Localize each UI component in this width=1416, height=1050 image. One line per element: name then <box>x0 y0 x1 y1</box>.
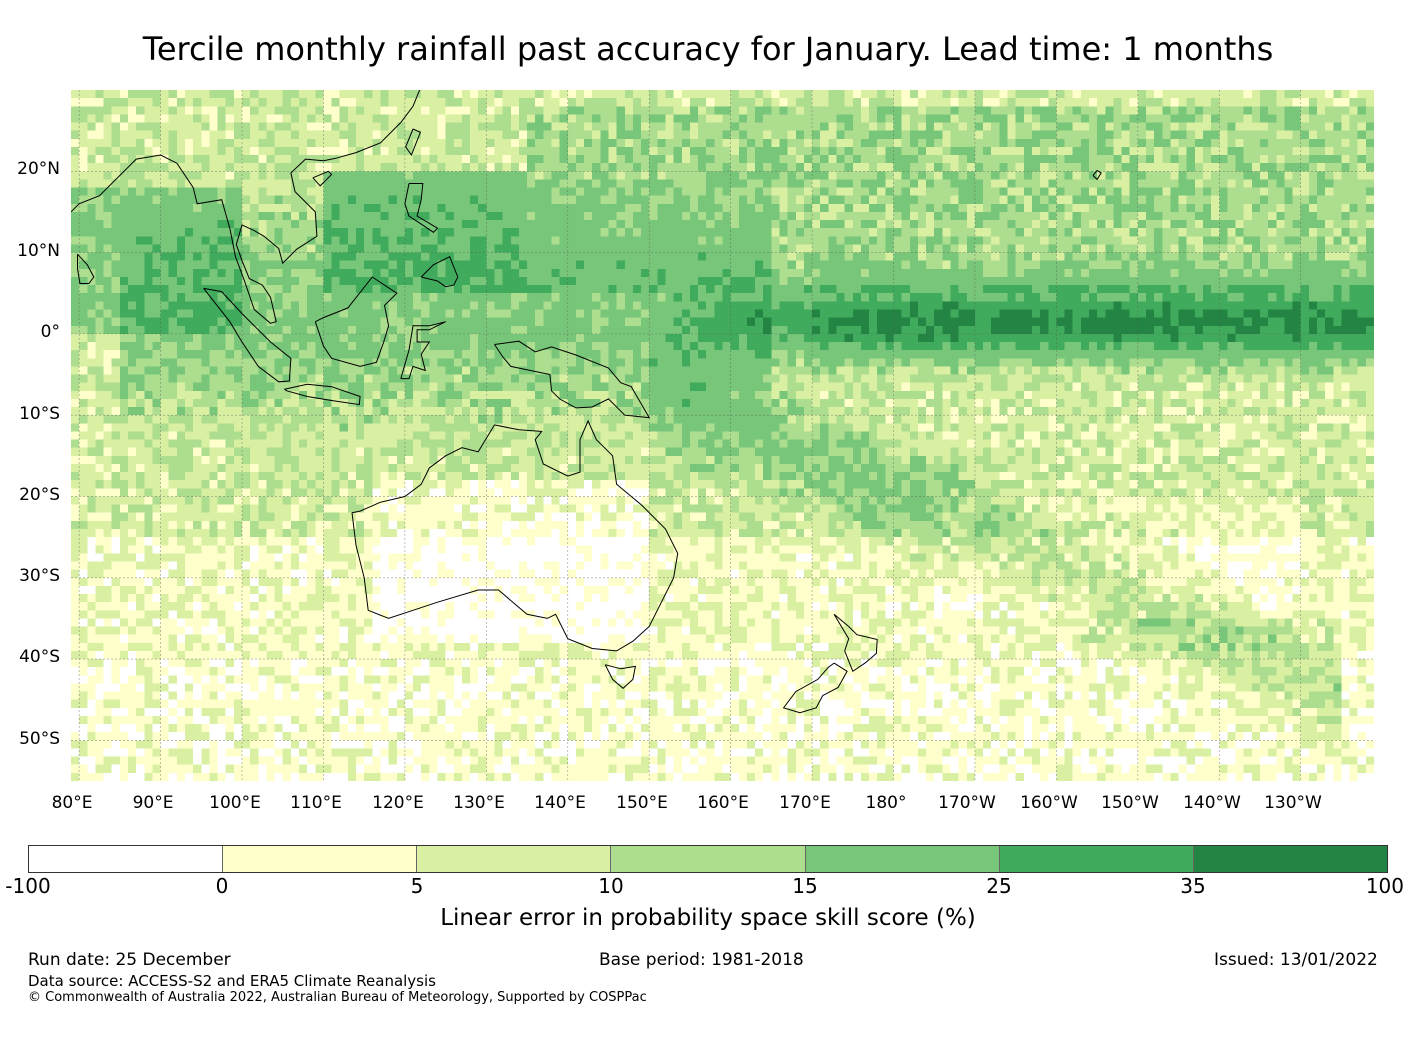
colorbar-tick: 0 <box>215 874 229 898</box>
lon-label-180: 180° <box>865 793 907 813</box>
lon-label-130e: 130°E <box>453 793 505 813</box>
colorbar-segment-1 <box>29 846 224 872</box>
coastline <box>405 128 422 157</box>
data-source: Data source: ACCESS-S2 and ERA5 Climate … <box>28 972 436 990</box>
skill-grid <box>71 90 1374 781</box>
coastline <box>404 183 439 233</box>
lat-label-20n: 20°N <box>17 159 60 179</box>
run-date: Run date: 25 December <box>28 950 231 970</box>
coastline <box>284 383 361 406</box>
coastline <box>71 90 421 324</box>
coastline <box>782 662 848 714</box>
colorbar-segment-7 <box>1193 846 1387 872</box>
coastline <box>400 321 446 380</box>
coastline <box>604 664 637 689</box>
colorbar-tick: 5 <box>410 874 424 898</box>
lon-label-80e: 80°E <box>51 793 93 813</box>
lon-label-90e: 90°E <box>132 793 174 813</box>
lon-label-140w: 140°W <box>1183 793 1241 813</box>
lat-label-0: 0° <box>40 322 60 342</box>
colorbar <box>28 845 1388 873</box>
colorbar-segment-5 <box>805 846 1000 872</box>
coastline <box>312 170 333 187</box>
copyright: © Commonwealth of Australia 2022, Austra… <box>28 990 647 1005</box>
lat-label-10s: 10°S <box>19 404 60 424</box>
colorbar-segment-6 <box>999 846 1194 872</box>
colorbar-tick: 100 <box>1365 874 1404 898</box>
lon-label-170e: 170°E <box>779 793 831 813</box>
map-title: Tercile monthly rainfall past accuracy f… <box>142 30 1274 68</box>
lon-label-160w: 160°W <box>1020 793 1078 813</box>
lon-label-130w: 130°W <box>1264 793 1322 813</box>
coastline <box>203 287 292 383</box>
skill-map-canvas <box>71 90 1374 781</box>
lon-label-110e: 110°E <box>290 793 342 813</box>
lon-label-120e: 120°E <box>372 793 424 813</box>
coastline <box>1092 169 1102 181</box>
lon-label-150w: 150°W <box>1101 793 1159 813</box>
lon-label-100e: 100°E <box>209 793 261 813</box>
coastline <box>420 256 459 288</box>
colorbar-tick: 10 <box>598 874 624 898</box>
coastline <box>833 613 878 673</box>
skill-map <box>71 90 1374 781</box>
base-period: Base period: 1981-2018 <box>599 950 804 970</box>
lat-label-30s: 30°S <box>19 566 60 586</box>
colorbar-tick: 25 <box>986 874 1012 898</box>
colorbar-label: Linear error in probability space skill … <box>440 905 976 931</box>
lat-label-10n: 10°N <box>17 241 60 261</box>
lon-label-150e: 150°E <box>616 793 668 813</box>
lon-label-160e: 160°E <box>697 793 749 813</box>
lat-label-20s: 20°S <box>19 485 60 505</box>
colorbar-tick: -100 <box>5 874 51 898</box>
lon-label-140e: 140°E <box>534 793 586 813</box>
lon-label-170w: 170°W <box>938 793 996 813</box>
colorbar-segment-3 <box>417 846 612 872</box>
coastline <box>351 419 679 652</box>
colorbar-segment-2 <box>223 846 418 872</box>
lat-label-40s: 40°S <box>19 647 60 667</box>
colorbar-tick: 35 <box>1180 874 1206 898</box>
lat-label-50s: 50°S <box>19 729 60 749</box>
coastline <box>314 276 398 367</box>
coastline <box>494 340 651 419</box>
colorbar-tick: 15 <box>792 874 818 898</box>
issued-date: Issued: 13/01/2022 <box>1214 950 1378 970</box>
colorbar-segment-4 <box>611 846 806 872</box>
coastline <box>77 253 95 284</box>
